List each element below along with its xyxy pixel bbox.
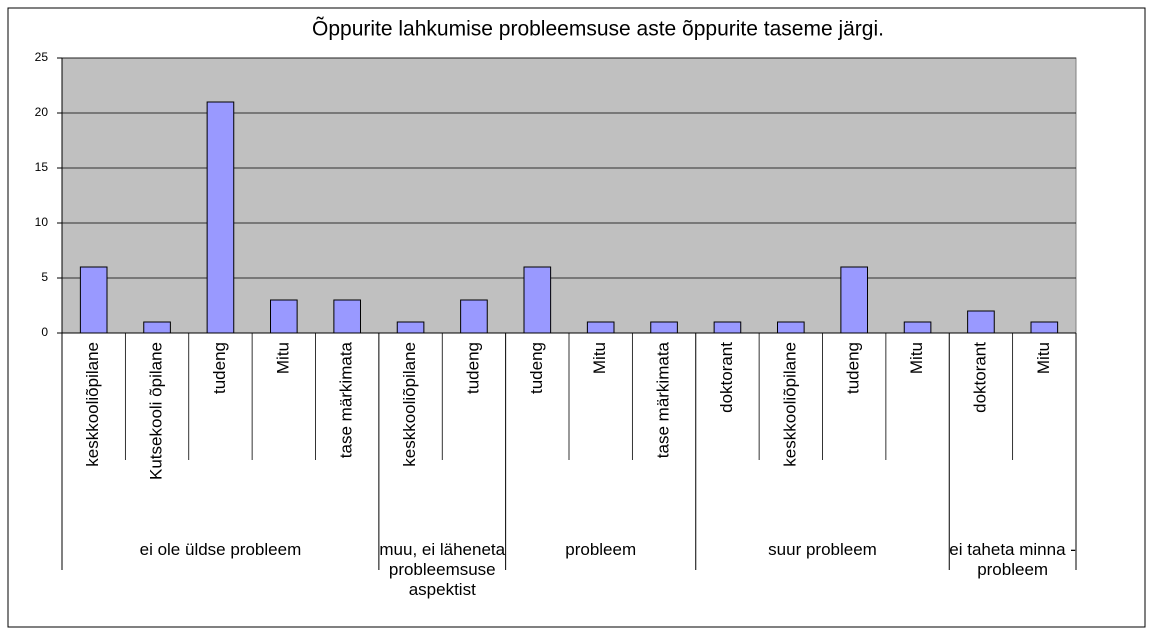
- bar: [79, 266, 108, 334]
- x-tick-label: doktorant: [970, 342, 989, 413]
- group-label: ei taheta minna - probleem: [949, 540, 1076, 579]
- bar: [523, 266, 552, 334]
- chart-border: [7, 7, 1146, 628]
- bar: [650, 321, 678, 334]
- x-tick-label: tudeng: [527, 342, 546, 394]
- bar: [840, 266, 868, 334]
- bar: [396, 321, 425, 334]
- y-tick-label: 0: [41, 325, 48, 339]
- x-tick-label: tudeng: [463, 342, 482, 394]
- x-tick-label: Kutsekooli õpilane: [147, 342, 166, 480]
- bar: [206, 101, 235, 334]
- bar: [967, 310, 995, 334]
- x-tick-label: tase märkimata: [654, 341, 673, 458]
- group-label: ei ole üldse probleem: [139, 540, 302, 559]
- bar: [333, 299, 361, 334]
- group-label: muu, ei läheneta probleemsuse aspektist: [379, 540, 506, 599]
- x-tick-label: Mitu: [273, 342, 292, 374]
- x-tick-label: tudeng: [210, 342, 229, 394]
- bar: [713, 321, 742, 334]
- y-tick-label: 25: [35, 50, 49, 64]
- y-tick-label: 5: [41, 270, 48, 284]
- x-tick-label: Mitu: [590, 342, 609, 374]
- bar: [143, 321, 171, 334]
- x-tick-label: keskkooliõpilane: [83, 342, 102, 467]
- y-tick-label: 10: [35, 215, 49, 229]
- y-tick-label: 20: [35, 105, 49, 119]
- bar: [270, 299, 298, 334]
- bar: [460, 299, 488, 334]
- x-tick-label: Mitu: [1034, 342, 1053, 374]
- x-tick-label: doktorant: [717, 342, 736, 413]
- x-tick-label: tase märkimata: [337, 341, 356, 458]
- bar: [586, 321, 615, 334]
- x-tick-label: keskkooliõpilane: [780, 342, 799, 467]
- bar: [1030, 321, 1059, 334]
- bar: [903, 321, 932, 334]
- y-tick-label: 15: [35, 160, 49, 174]
- x-tick-label: Mitu: [907, 342, 926, 374]
- group-label: probleem: [565, 540, 637, 559]
- chart-title: Õppurite lahkumise probleemsuse aste õpp…: [312, 17, 884, 41]
- bar: [777, 321, 805, 334]
- group-label: suur probleem: [768, 540, 877, 559]
- x-tick-label: tudeng: [844, 342, 863, 394]
- x-tick-label: keskkooliõpilane: [400, 342, 419, 467]
